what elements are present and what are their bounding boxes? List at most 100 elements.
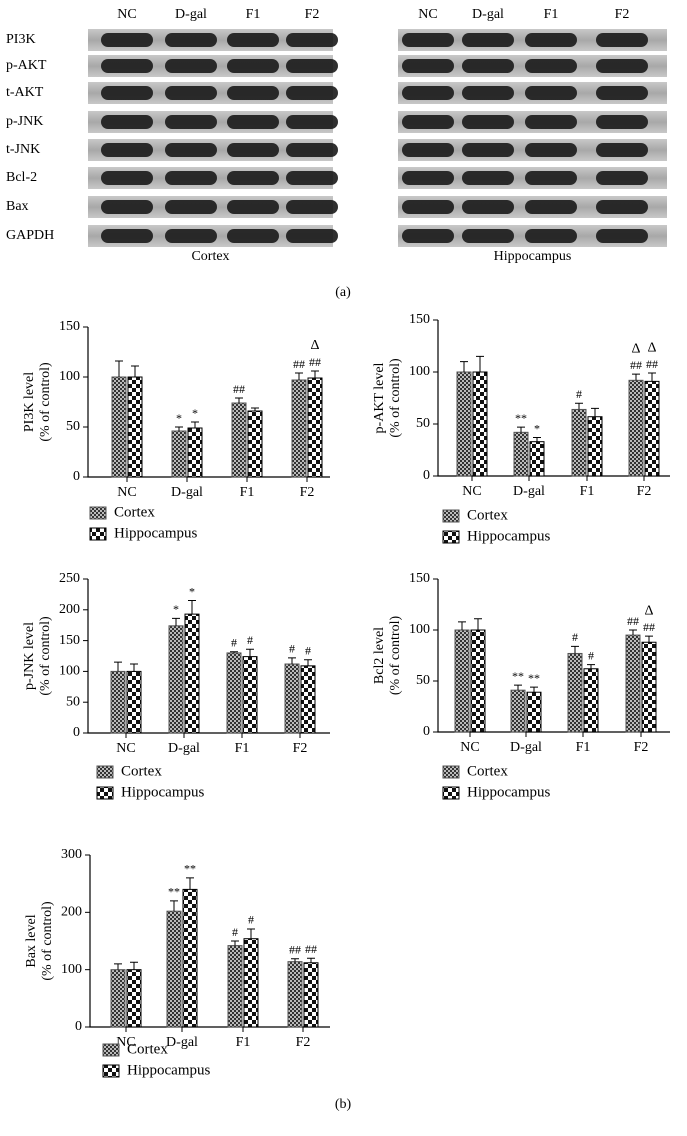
blot-band xyxy=(286,143,338,157)
y-tick-label: 50 xyxy=(66,419,80,434)
blot-band xyxy=(402,33,454,47)
bar xyxy=(587,416,603,477)
blot-band xyxy=(286,59,338,73)
error-bar xyxy=(533,437,541,442)
blot-band xyxy=(402,86,454,100)
error-bar xyxy=(474,618,482,630)
blot-band xyxy=(402,143,454,157)
y-tick-label: 150 xyxy=(59,633,80,648)
blot-band xyxy=(165,59,217,73)
significance-label: ## xyxy=(293,357,305,371)
blot-band xyxy=(525,115,577,129)
bar xyxy=(300,665,316,734)
lane-label: F1 xyxy=(544,7,559,22)
x-tick-label: NC xyxy=(116,1035,135,1050)
bar xyxy=(111,376,127,478)
y-tick-label: 50 xyxy=(416,416,430,431)
y-axis-label: PI3K level xyxy=(22,372,37,432)
protein-label: GAPDH xyxy=(6,228,54,243)
error-bar xyxy=(191,421,199,428)
blot-band xyxy=(101,86,153,100)
y-tick-label: 0 xyxy=(73,725,80,740)
error-bar xyxy=(115,360,123,377)
y-axis-label: (% of control) xyxy=(38,616,53,696)
blot-band xyxy=(525,33,577,47)
error-bar xyxy=(571,645,579,654)
significance-label: # xyxy=(572,630,578,644)
panel-label: (b) xyxy=(335,1097,352,1112)
bar xyxy=(247,410,263,478)
error-bar xyxy=(304,659,312,666)
blot-band xyxy=(227,229,279,243)
blot-band xyxy=(165,171,217,185)
bar xyxy=(644,380,660,477)
bar xyxy=(110,670,126,734)
y-axis-label: p-AKT level xyxy=(372,362,387,433)
protein-label: p-AKT xyxy=(6,58,47,73)
error-bar xyxy=(246,648,254,657)
x-tick-label: F2 xyxy=(296,1035,311,1050)
blot-band xyxy=(402,59,454,73)
y-tick-label: 0 xyxy=(75,1019,82,1034)
y-tick-label: 0 xyxy=(423,468,430,483)
blot-band xyxy=(525,86,577,100)
y-axis-label: (% of control) xyxy=(38,362,53,442)
blot-band xyxy=(462,86,514,100)
protein-label: Bcl-2 xyxy=(6,170,37,185)
blot-band xyxy=(227,86,279,100)
x-tick-label: D-gal xyxy=(168,741,200,756)
error-bar xyxy=(591,407,599,417)
legend-swatch xyxy=(102,1043,120,1057)
blot-band xyxy=(227,59,279,73)
blot-band xyxy=(101,171,153,185)
x-tick-label: D-gal xyxy=(513,484,545,499)
lane-label: NC xyxy=(117,7,136,22)
error-bar xyxy=(311,370,319,378)
blot-band xyxy=(227,200,279,214)
blot-band xyxy=(596,86,648,100)
significance-label: # xyxy=(588,648,594,662)
significance-label: * xyxy=(189,584,195,598)
x-tick-label: F2 xyxy=(293,741,308,756)
blot-band xyxy=(525,200,577,214)
bar xyxy=(231,402,247,478)
region-label: Cortex xyxy=(191,249,229,264)
bar xyxy=(187,427,203,478)
legend-label: Hippocampus xyxy=(467,784,550,800)
blot-band xyxy=(525,59,577,73)
y-tick-label: 50 xyxy=(66,694,80,709)
blot-band xyxy=(596,59,648,73)
blot-band xyxy=(227,115,279,129)
bar xyxy=(641,641,657,733)
legend-swatch xyxy=(96,765,114,779)
bar xyxy=(470,629,486,733)
legend-label: Hippocampus xyxy=(127,1062,210,1078)
bar xyxy=(242,656,258,734)
protein-label: p-JNK xyxy=(6,114,43,129)
bar xyxy=(291,379,307,478)
y-axis-label: (% of control) xyxy=(40,901,55,981)
bar xyxy=(127,376,143,478)
protein-label: t-JNK xyxy=(6,142,40,157)
significance-label: * xyxy=(176,411,182,425)
x-tick-label: F1 xyxy=(235,741,250,756)
y-tick-label: 100 xyxy=(59,369,80,384)
blot-band xyxy=(101,229,153,243)
significance-label: * xyxy=(534,421,540,435)
blot-band xyxy=(101,200,153,214)
blot-band xyxy=(596,115,648,129)
y-tick-label: 100 xyxy=(409,364,430,379)
error-bar xyxy=(170,900,178,912)
error-bar xyxy=(307,957,315,963)
bar xyxy=(184,613,200,734)
x-tick-label: F1 xyxy=(240,485,255,500)
x-tick-label: F1 xyxy=(576,740,591,755)
blot-band xyxy=(227,143,279,157)
bar xyxy=(226,652,242,734)
error-bar xyxy=(575,402,583,410)
significance-label: * xyxy=(192,406,198,420)
blot-band xyxy=(525,143,577,157)
error-bar xyxy=(235,397,243,403)
significance-label: ## xyxy=(233,382,245,396)
error-bar xyxy=(186,877,194,890)
